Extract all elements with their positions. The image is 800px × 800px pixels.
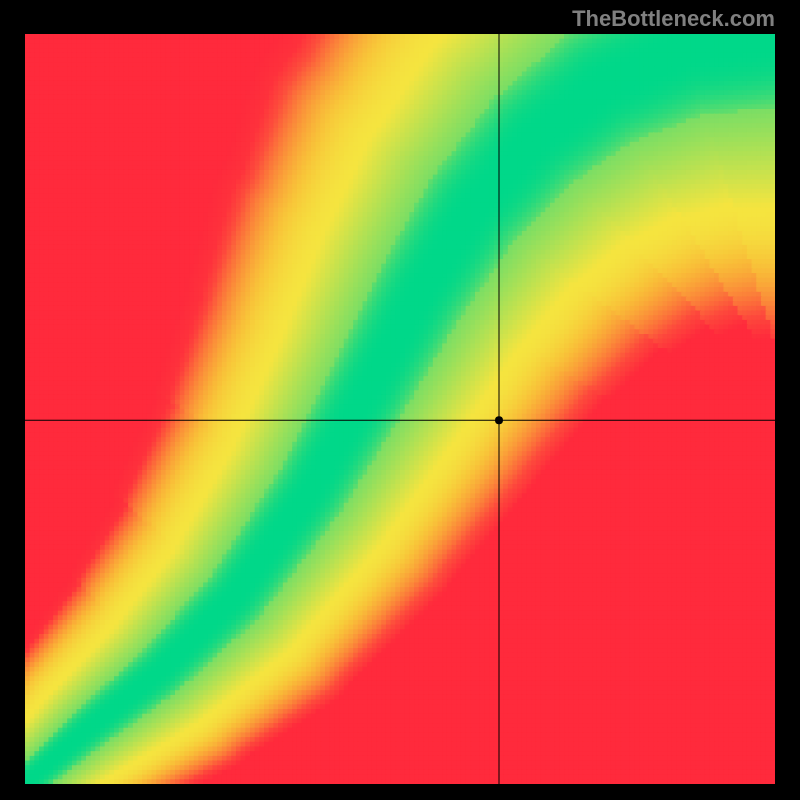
chart-container: TheBottleneck.com	[0, 0, 800, 800]
heatmap-canvas	[25, 34, 775, 784]
watermark-label: TheBottleneck.com	[572, 6, 775, 32]
